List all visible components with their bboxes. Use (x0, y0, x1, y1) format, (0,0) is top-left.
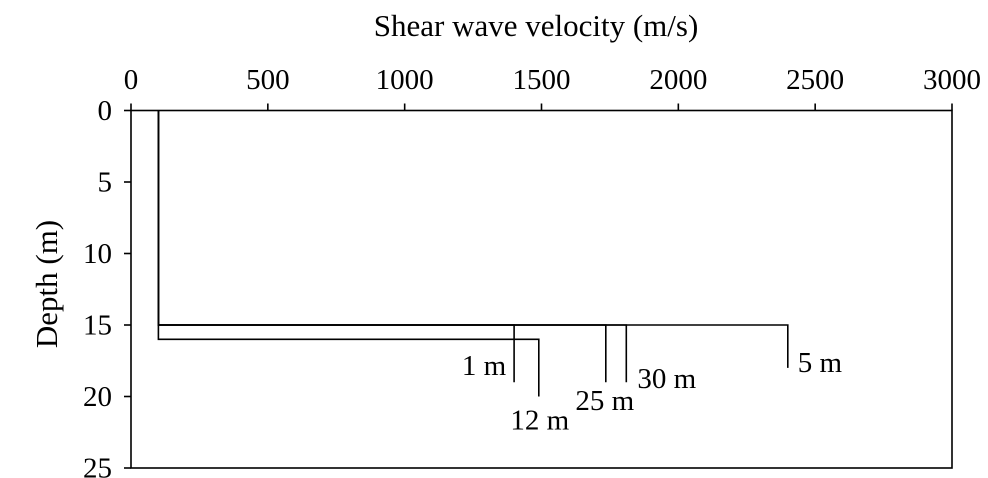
x-tick-label: 2500 (786, 64, 844, 96)
x-tick-label: 1500 (513, 64, 571, 96)
x-tick-label: 2000 (649, 64, 707, 96)
series-label-30m: 30 m (637, 363, 696, 395)
series-label-25m: 25 m (575, 385, 634, 417)
y-tick-label: 25 (83, 453, 112, 478)
y-tick-label: 0 (98, 95, 113, 127)
x-axis-title: Shear wave velocity (m/s) (374, 8, 699, 43)
y-tick-label: 20 (83, 381, 112, 413)
x-tick-label: 0 (124, 64, 139, 96)
series-label-1m: 1 m (462, 350, 507, 382)
x-tick-label: 500 (246, 64, 290, 96)
series-label-5m: 5 m (798, 347, 843, 379)
y-axis-title: Depth (m) (29, 220, 64, 348)
x-tick-label: 3000 (923, 64, 981, 96)
series-line-5m (157, 110, 789, 368)
y-tick-label: 15 (83, 310, 112, 342)
y-tick-label: 10 (83, 238, 112, 270)
series-line-30m (157, 110, 628, 383)
x-tick-label: 1000 (376, 64, 434, 96)
y-tick-label: 5 (98, 167, 113, 199)
series-line-1m (157, 110, 515, 383)
plot-area: 0 500 1000 1500 2000 2500 3000 0 5 10 15 20 25 1 m 5 m… (83, 64, 981, 478)
series-label-12m: 12 m (510, 405, 569, 437)
